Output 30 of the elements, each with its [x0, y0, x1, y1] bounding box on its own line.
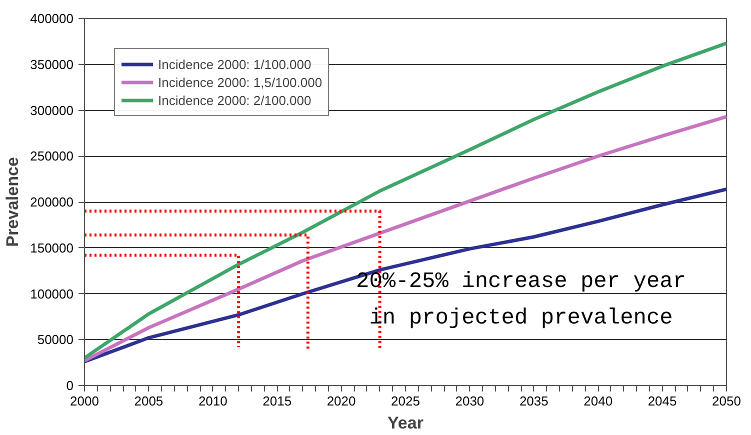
- y-tick-label: 250000: [30, 148, 74, 164]
- y-tick-label: 300000: [30, 102, 74, 118]
- x-tick-label: 2015: [262, 394, 292, 408]
- x-tick-label: 2030: [455, 394, 484, 408]
- annotation: 20%-25% increase per year: [356, 268, 686, 294]
- legend-label: Incidence 2000: 1,5/100.000: [158, 74, 322, 91]
- x-tick-label: 2010: [198, 394, 228, 408]
- x-tick-label: 2020: [326, 394, 356, 408]
- legend-label: Incidence 2000: 2/100.000: [158, 92, 312, 109]
- x-tick-label: 2000: [70, 394, 99, 408]
- line-series: [84, 187, 726, 364]
- y-tick-label: 200000: [30, 194, 74, 210]
- y-axis-title: Prevalence: [3, 157, 22, 247]
- y-tick-label: 350000: [30, 56, 74, 72]
- legend-label: Incidence 2000: 1/100.000: [158, 56, 312, 73]
- y-tick-label: 50000: [37, 332, 74, 348]
- x-tick-label: 2025: [391, 394, 420, 408]
- x-tick-label: 2045: [648, 394, 677, 408]
- x-tick-label: 2005: [134, 394, 164, 408]
- x-tick-label: 2040: [584, 394, 613, 408]
- annotation: in projected prevalence: [369, 305, 673, 330]
- line-series: [84, 114, 726, 362]
- x-tick-label: 2035: [519, 394, 548, 408]
- x-axis-title: Year: [388, 414, 424, 432]
- y-tick-label: 0: [66, 378, 74, 393]
- line-series: [84, 42, 726, 360]
- y-tick-label: 150000: [30, 240, 74, 256]
- y-tick-label: 400000: [30, 11, 74, 26]
- y-tick-label: 100000: [30, 286, 74, 302]
- x-tick-label: 2050: [712, 394, 741, 408]
